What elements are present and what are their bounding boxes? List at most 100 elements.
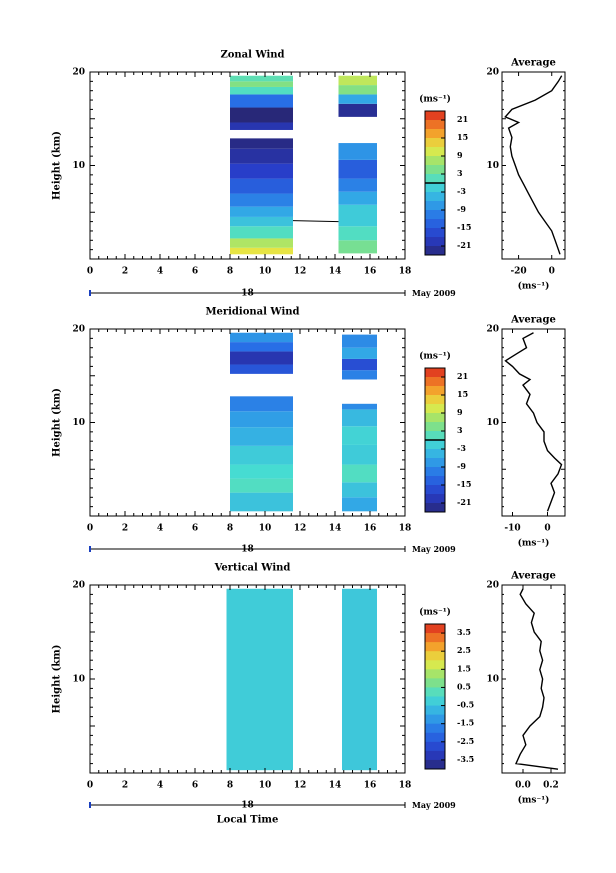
heatmap-cell — [230, 94, 293, 108]
colorbar-bin — [425, 696, 445, 706]
y-axis-label: Height (km) — [52, 645, 63, 714]
colorbar-bin — [425, 440, 445, 450]
x-tick-label: 0 — [87, 781, 93, 791]
colorbar-tick-label: 9 — [457, 150, 463, 160]
colorbar-bin — [425, 494, 445, 504]
heatmap-cell — [338, 178, 377, 192]
colorbar-tick-label: 0.5 — [457, 681, 471, 691]
colorbar-unit: (ms⁻¹) — [419, 607, 451, 618]
colorbar-tick-label: -0.5 — [457, 700, 474, 710]
colorbar-unit: (ms⁻¹) — [419, 351, 451, 362]
heatmap-cell — [226, 588, 293, 771]
month-label: May 2009 — [412, 288, 456, 298]
x-tick-label: 8 — [227, 267, 233, 277]
heatmap-cell — [342, 347, 377, 359]
heatmap-cell — [338, 103, 377, 117]
heatmap-cell — [230, 138, 293, 149]
heatmap-cell — [338, 159, 377, 179]
heatmap-cell — [230, 163, 293, 179]
average-y-tick-label: 10 — [486, 161, 499, 171]
colorbar-bin — [425, 120, 445, 130]
heatmap-cell — [230, 178, 293, 194]
average-x-tick-label: -20 — [510, 267, 526, 277]
date-label: 18 — [241, 289, 254, 299]
x-tick-label: 18 — [399, 267, 412, 277]
colorbar-bin — [425, 660, 445, 670]
colorbar-bin — [425, 404, 445, 414]
x-tick-label: 16 — [364, 267, 377, 277]
x-axis-label: Local Time — [217, 815, 279, 826]
heatmap-cell — [230, 492, 293, 512]
colorbar-bin — [425, 449, 445, 459]
colorbar-bin — [425, 732, 445, 743]
colorbar-bin — [425, 111, 445, 121]
colorbar-unit: (ms⁻¹) — [419, 94, 451, 105]
colorbar-tick-label: 2.5 — [457, 645, 471, 655]
average-unit: (ms⁻¹) — [518, 281, 550, 292]
heatmap-cell — [230, 464, 293, 479]
y-tick-label: 10 — [72, 675, 85, 685]
heatmap-cell — [230, 86, 293, 95]
colorbar-bin — [425, 750, 445, 761]
colorbar-tick-label: 3 — [457, 168, 463, 178]
heatmap-cell — [338, 204, 377, 227]
month-label: May 2009 — [412, 800, 456, 810]
heatmap-cell — [230, 351, 293, 365]
heatmap-cell — [342, 403, 377, 410]
x-tick-label: 6 — [192, 267, 198, 277]
x-tick-label: 6 — [192, 781, 198, 791]
colorbar-bin — [425, 678, 445, 688]
colorbar-frame — [424, 623, 446, 770]
x-tick-label: 14 — [329, 267, 342, 277]
colorbar-bin — [425, 467, 445, 477]
y-axis-label: Height (km) — [52, 131, 63, 200]
colorbar-bin — [425, 174, 445, 184]
colorbar-tick-label: -21 — [457, 497, 471, 507]
average-x-tick-label: 0.0 — [515, 781, 531, 791]
y-tick-label: 20 — [72, 325, 85, 335]
heatmap-cell — [230, 193, 293, 207]
average-y-tick-label: 10 — [486, 418, 499, 428]
colorbar-bin — [425, 246, 445, 256]
colorbar-bin — [425, 422, 445, 432]
colorbar-bin — [425, 395, 445, 405]
x-tick-label: 10 — [259, 267, 272, 277]
heatmap-cell — [230, 75, 293, 82]
colorbar-bin — [425, 651, 445, 661]
colorbar-bin — [425, 741, 445, 752]
heatmap-cell — [338, 240, 377, 254]
colorbar-bin — [425, 503, 445, 513]
x-tick-label: 2 — [122, 267, 128, 277]
heatmap-cell — [230, 148, 293, 164]
colorbar-bin — [425, 368, 445, 378]
heatmap-cell — [230, 332, 293, 343]
x-tick-label: 4 — [157, 267, 163, 277]
colorbar-bin — [425, 147, 445, 157]
panel-3: Vertical Wind 0 2 4 6 8 10 12 14 16 18 20 10 Height (… — [52, 563, 566, 826]
heatmap-cell — [342, 588, 377, 771]
heatmap-cell — [342, 426, 377, 445]
colorbar-tick-label: 3 — [457, 425, 463, 435]
x-tick-label: 2 — [122, 781, 128, 791]
colorbar-bin — [425, 642, 445, 652]
colorbar-bin — [425, 458, 445, 468]
heatmap-cell — [230, 478, 293, 493]
average-title: Average — [510, 571, 556, 582]
heatmap-cell — [230, 364, 293, 374]
colorbar-bin — [425, 192, 445, 202]
heatmap-cell — [230, 445, 293, 465]
x-tick-label: 18 — [399, 524, 412, 534]
x-tick-label: 2 — [122, 524, 128, 534]
heatmap-cell — [230, 226, 293, 239]
heatmap-cell — [338, 191, 377, 205]
colorbar-bin — [425, 201, 445, 211]
colorbar-bin — [425, 431, 445, 441]
heatmap-cell — [230, 122, 293, 130]
month-label: May 2009 — [412, 544, 456, 554]
average-y-tick-label: 20 — [486, 325, 499, 335]
panel-1: Zonal Wind 0 2 4 6 8 10 12 14 16 18 20 10 Height (km)… — [52, 50, 566, 299]
colorbar-bin — [425, 485, 445, 495]
heatmap-cell — [338, 226, 377, 241]
heatmap-cell — [342, 464, 377, 483]
heatmap-cell — [342, 497, 377, 512]
